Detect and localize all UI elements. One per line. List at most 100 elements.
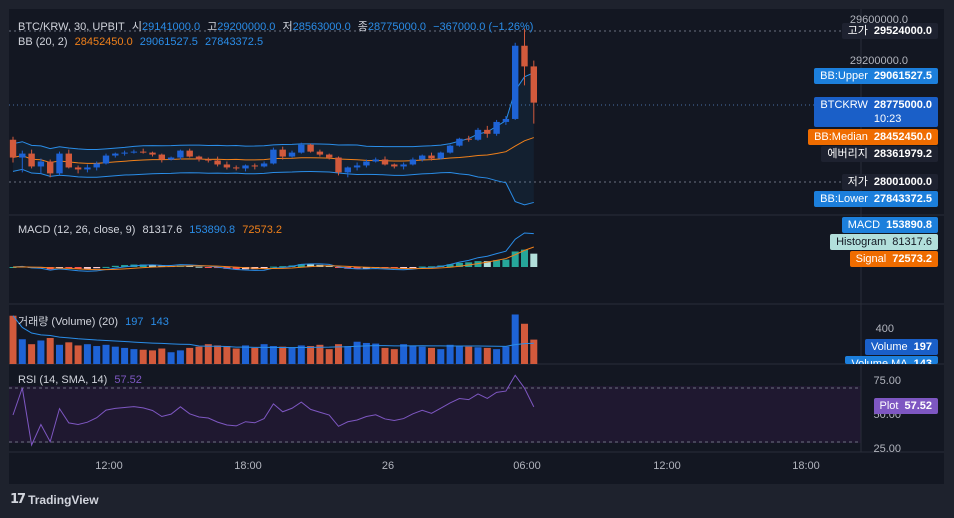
candle-body <box>493 121 500 134</box>
volume-bar <box>493 349 501 364</box>
candle-body <box>428 155 435 159</box>
high-value: 29200000.0 <box>217 21 276 33</box>
bb-lower-legend: 27843372.5 <box>204 36 264 48</box>
macd-value-legend: 153890.8 <box>189 224 236 236</box>
candle-body <box>28 153 35 167</box>
chart-frame[interactable]: BTC/KRW, 30, UPBIT 시29141000.0 고29200000… <box>9 9 944 484</box>
macd-histogram-bar <box>353 267 361 269</box>
macd-histogram-bar <box>400 267 408 269</box>
price-scale-29200000: 29200000.0 <box>849 55 908 67</box>
candle-body <box>19 153 26 158</box>
bb-lower-line <box>12 168 534 206</box>
low-label: 저 <box>282 21 293 33</box>
volume-ma-tag: Volume MA 143 <box>845 356 938 364</box>
volume-bar <box>288 347 296 364</box>
bb-median-tag-value: 28452450.0 <box>873 131 932 143</box>
volume-bar <box>455 346 463 364</box>
volume-bar <box>269 346 277 364</box>
symbol-name[interactable]: BTC/KRW, 30, UPBIT <box>18 21 125 33</box>
bb-legend[interactable]: BB (20, 2) 28452450.0 29061527.5 2784337… <box>18 36 267 48</box>
macd-histogram-bar <box>428 266 435 268</box>
volume-bar <box>46 338 54 364</box>
candle-body <box>102 155 110 164</box>
volume-bar <box>214 345 222 364</box>
volume-ma-tag-name: Volume MA <box>851 358 908 364</box>
candle-body <box>9 139 17 158</box>
candle-body <box>167 157 175 160</box>
macd-histogram-bar <box>530 253 538 267</box>
high-tag-value: 29524000.0 <box>873 25 932 37</box>
macd-histogram-bar <box>121 265 129 267</box>
macd-legend[interactable]: MACD (12, 26, close, 9) 81317.6 153890.8… <box>18 224 286 236</box>
bb-lower-tag: BB:Lower 27843372.5 <box>814 191 938 207</box>
volume-bar <box>121 347 129 364</box>
candle-body <box>446 145 454 153</box>
candle-body <box>391 164 398 167</box>
bb-median-tag: BB:Median 28452450.0 <box>808 129 938 145</box>
candle-body <box>484 129 491 134</box>
volume-bar <box>186 347 194 364</box>
macd-histogram-bar <box>74 267 82 269</box>
bb-upper-tag-name: BB:Upper <box>820 70 868 82</box>
candle-body <box>530 66 537 103</box>
volume-bar <box>223 346 231 364</box>
volume-ma-tag-value: 143 <box>913 358 932 364</box>
candle-body <box>37 161 45 167</box>
candle-body <box>521 45 528 67</box>
candle-body <box>130 151 138 153</box>
volume-bar <box>353 341 361 364</box>
macd-histogram-bar <box>149 264 156 267</box>
volume-bar <box>37 340 45 364</box>
volume-bar <box>232 348 240 364</box>
volume-bar <box>465 346 473 364</box>
macd-histogram-bar <box>111 265 119 267</box>
tradingview-logo[interactable]: 17 TradingView <box>10 492 99 507</box>
rsi-legend[interactable]: RSI (14, SMA, 14) 57.52 <box>18 374 146 386</box>
macd-histogram-bar <box>139 264 147 267</box>
low-tag-value: 28001000.0 <box>873 176 932 188</box>
volume-bar <box>149 350 156 364</box>
candle-body <box>177 150 184 158</box>
time-label-5: 12:00 <box>653 460 681 472</box>
bb-median-tag-name: BB:Median <box>814 131 868 143</box>
candle-body <box>251 165 258 167</box>
volume-bar <box>74 345 82 364</box>
macd-histogram-bar <box>279 266 287 268</box>
candle-body <box>456 138 463 146</box>
candle-body <box>363 161 370 166</box>
rsi-plot-tag-value: 57.52 <box>904 400 932 412</box>
volume-label: 거래량 (Volume) (20) <box>18 316 119 328</box>
volume-bar <box>65 342 73 364</box>
volume-bar <box>9 315 17 364</box>
time-label-6: 18:00 <box>792 460 820 472</box>
macd-histogram-bar <box>297 264 305 267</box>
volume-legend-value: 197 <box>125 316 144 328</box>
candle-body <box>474 129 482 140</box>
candle-body <box>84 167 91 170</box>
time-label-1: 12:00 <box>95 460 123 472</box>
chart-canvas[interactable] <box>9 9 944 484</box>
candle-body <box>335 157 342 173</box>
symbol-legend: BTC/KRW, 30, UPBIT 시29141000.0 고29200000… <box>18 18 537 34</box>
candle-body <box>316 151 324 155</box>
volume-legend[interactable]: 거래량 (Volume) (20) 197 143 <box>18 313 173 329</box>
candle-body <box>260 163 268 167</box>
volume-bar <box>18 339 26 364</box>
candle-body <box>233 167 240 169</box>
macd-histogram-bar <box>9 267 17 268</box>
bb-lower-tag-name: BB:Lower <box>820 193 868 205</box>
volume-bar <box>111 346 119 364</box>
candle-body <box>298 144 305 153</box>
volume-bar <box>335 344 342 364</box>
candle-body <box>112 153 119 156</box>
candle-body <box>223 164 231 168</box>
rsi-label: RSI (14, SMA, 14) <box>18 374 108 386</box>
energy-tag-value: 28361979.2 <box>873 148 932 160</box>
macd-signal-legend: 72573.2 <box>242 224 282 236</box>
candle-body <box>242 165 249 169</box>
time-label-3: 26 <box>381 460 395 472</box>
volume-bar <box>409 345 417 364</box>
candle-body <box>56 153 63 174</box>
candle-body <box>419 155 426 160</box>
volume-bar <box>530 339 538 364</box>
